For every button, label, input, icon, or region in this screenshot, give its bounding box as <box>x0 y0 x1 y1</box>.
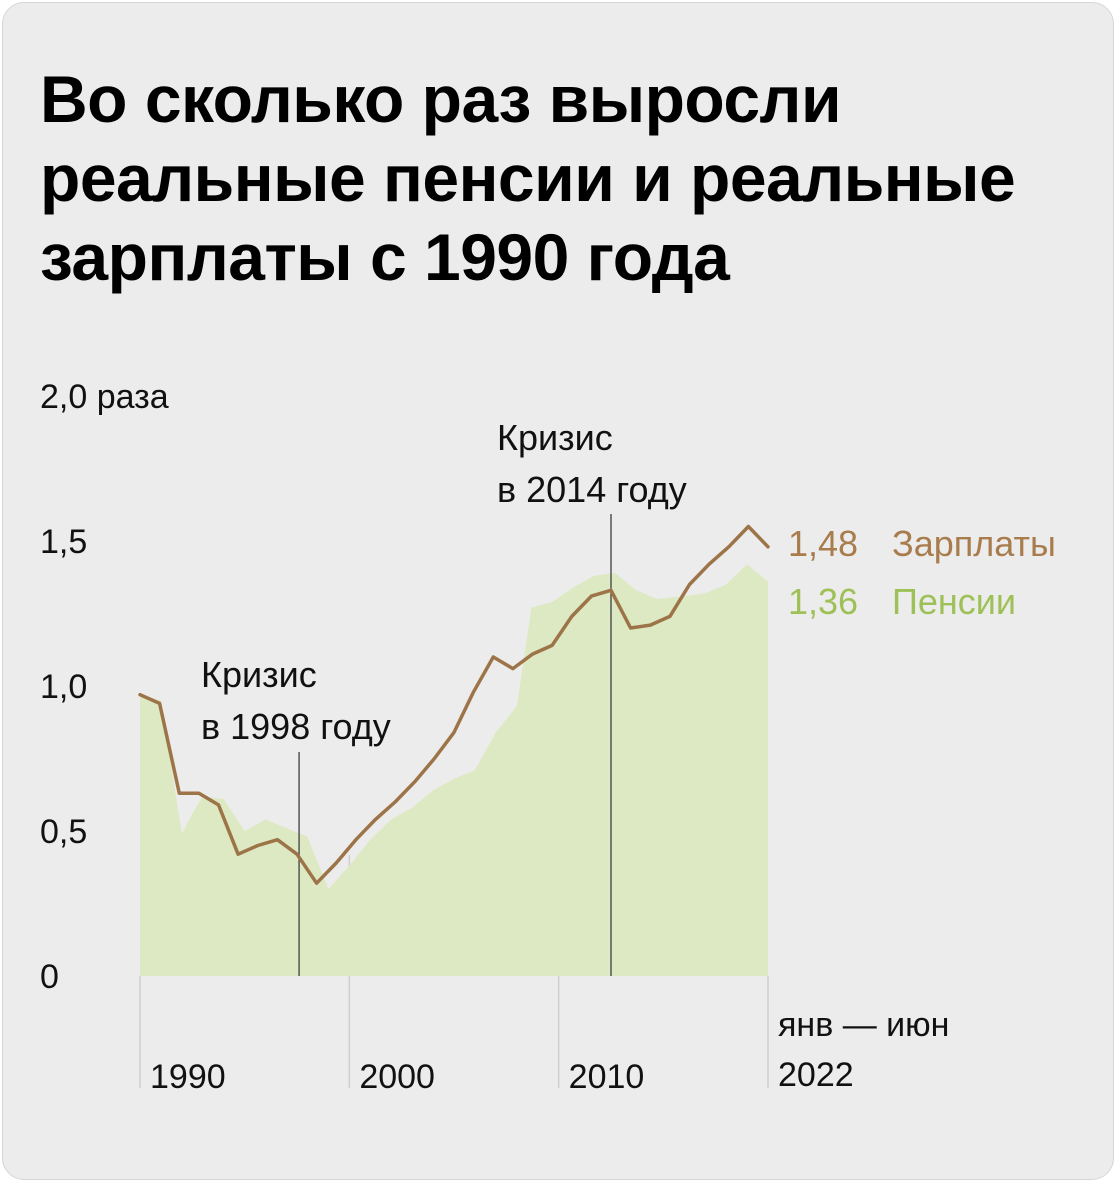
y-tick-label: 0,5 <box>40 813 87 851</box>
y-tick-label: 1,5 <box>40 523 87 561</box>
y-tick-label: 1,0 <box>40 668 87 706</box>
crisis-2014-label: Кризис <box>497 417 613 458</box>
wages-line <box>138 524 770 885</box>
pensions-area-layer <box>140 564 768 976</box>
x-tick-label: 1990 <box>150 1058 226 1096</box>
crisis-1998-label: Кризис <box>201 654 317 695</box>
wages-line-layer <box>138 524 770 885</box>
pensions-area <box>140 564 768 976</box>
pensions-legend-name: Пенсии <box>892 581 1016 622</box>
crisis-annotations: Кризис в 1998 году Кризис в 2014 году <box>201 417 687 747</box>
chart-title: Во сколько раз выросли реальные пенсии и… <box>40 62 1016 294</box>
pensions-end-value: 1,36 <box>788 581 858 622</box>
x-tick-label: 2010 <box>569 1058 645 1096</box>
x-end-label: 2022 <box>778 1056 854 1094</box>
crisis-1998-label: в 1998 году <box>201 706 391 747</box>
x-end-label: янв — июн <box>778 1006 949 1044</box>
crisis-2014-label: в 2014 году <box>497 469 687 510</box>
y-tick-label: 0 <box>40 958 59 996</box>
wages-legend-name: Зарплаты <box>892 523 1056 564</box>
x-tick-label: 2000 <box>359 1058 435 1096</box>
y-tick-label: 2,0 раза <box>40 378 169 416</box>
x-axis-ticks: 1990 2000 2010 янв — июн 2022 <box>150 1006 949 1096</box>
wages-end-value: 1,48 <box>788 523 858 564</box>
series-end-labels: 1,48 Зарплаты 1,36 Пенсии <box>788 523 1056 622</box>
y-axis-ticks: 0 0,5 1,0 1,5 2,0 раза <box>40 378 169 996</box>
